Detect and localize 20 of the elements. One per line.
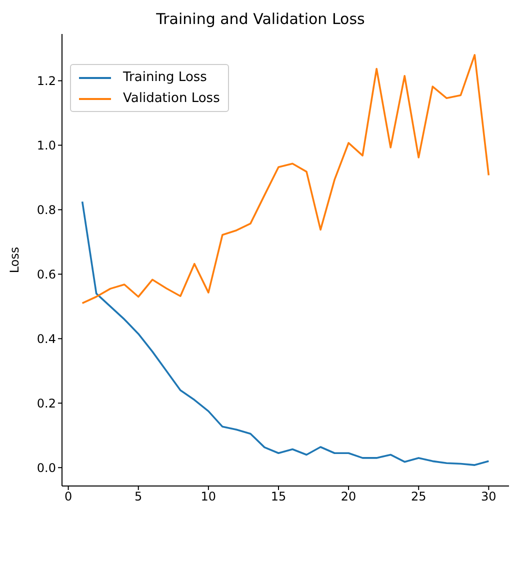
chart-title: Training and Validation Loss bbox=[155, 9, 366, 30]
y-tick-label: 0.0 bbox=[36, 460, 56, 475]
x-tick-label: 25 bbox=[410, 490, 426, 504]
y-tick-label: 0.4 bbox=[36, 332, 56, 346]
y-tick-label: 0.2 bbox=[36, 396, 56, 410]
legend-label: Training Loss bbox=[122, 69, 208, 87]
legend-label: Validation Loss bbox=[122, 90, 220, 108]
line-series bbox=[81, 54, 490, 304]
y-tick-label: 1.0 bbox=[36, 138, 56, 152]
y-tick-label: 0.8 bbox=[36, 202, 56, 217]
line-series bbox=[81, 200, 490, 466]
y-axis-title: Loss bbox=[7, 246, 22, 274]
x-tick-label: 10 bbox=[200, 490, 216, 504]
x-tick-label: 20 bbox=[340, 490, 356, 504]
x-tick-label: 15 bbox=[270, 490, 286, 504]
x-tick-label: 5 bbox=[134, 490, 142, 504]
x-tick-label: 30 bbox=[481, 490, 496, 504]
y-tick-label: 0.6 bbox=[36, 267, 56, 282]
x-tick-label: 0 bbox=[64, 490, 72, 504]
y-tick-label: 1.2 bbox=[36, 74, 56, 88]
